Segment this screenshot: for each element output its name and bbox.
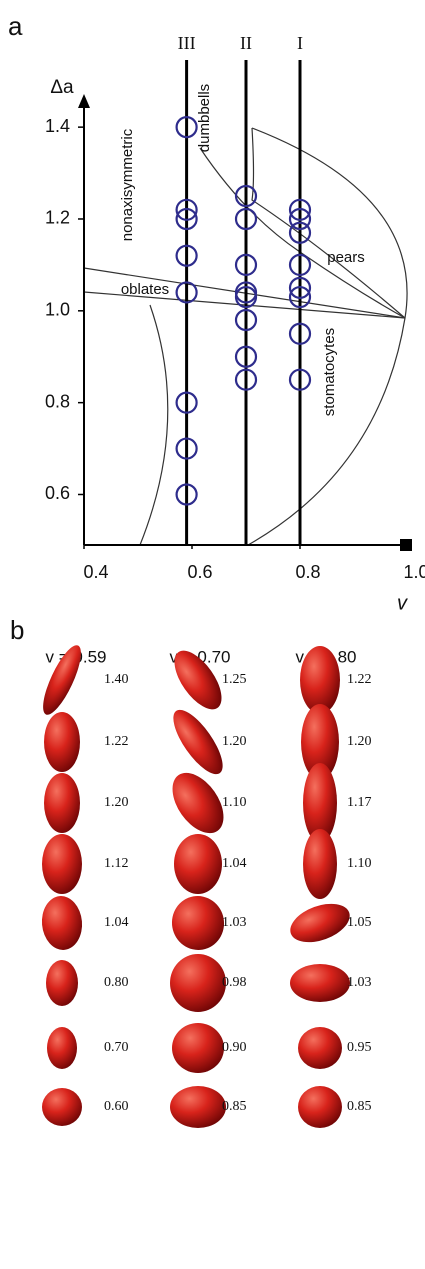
- cell-shape: [172, 772, 224, 834]
- region-label: stomatocytes: [321, 328, 338, 416]
- panel-label: b: [10, 615, 24, 645]
- cell-shape: [303, 763, 337, 843]
- cell-shape: [298, 1027, 342, 1069]
- y-tick-label: 1.0: [45, 300, 70, 320]
- data-point: [288, 198, 312, 221]
- data-point: [175, 244, 198, 267]
- data-point: [175, 281, 198, 304]
- shape-value: 1.22: [347, 672, 372, 687]
- cell-shape: [44, 712, 80, 772]
- data-point: [288, 276, 312, 299]
- x-axis-end: [400, 539, 412, 551]
- region-label: nonaxisymmetric: [119, 128, 136, 241]
- reference-line-label: I: [297, 33, 303, 53]
- reference-line-label: III: [178, 33, 196, 53]
- shape-value: 1.12: [104, 856, 129, 871]
- shape-value: 0.90: [222, 1040, 247, 1055]
- data-point: [288, 207, 312, 231]
- phase-boundaries: [83, 127, 408, 546]
- data-point: [288, 285, 312, 309]
- cell-shape: [42, 1088, 82, 1126]
- cell-shape: [301, 704, 339, 780]
- data-point: [288, 322, 312, 345]
- x-tick-label: 0.6: [187, 562, 212, 582]
- y-axis-label: Δa: [50, 77, 74, 98]
- data-point: [288, 221, 312, 244]
- x-tick-label: 0.4: [83, 562, 108, 582]
- shape-value: 0.85: [347, 1099, 372, 1114]
- cell-shape: [41, 896, 83, 950]
- x-tick-label: 0.8: [295, 562, 320, 582]
- y-tick-label: 0.6: [45, 483, 70, 503]
- region-label: dumbbells: [196, 84, 213, 152]
- shape-value: 1.17: [347, 795, 372, 810]
- cell-shape: [44, 773, 80, 833]
- shape-value: 1.20: [347, 734, 372, 749]
- cell-shape: [303, 829, 337, 899]
- data-point: [234, 184, 258, 208]
- shape-value: 0.98: [222, 975, 247, 990]
- data-point: [288, 368, 312, 391]
- region-label: oblates: [121, 281, 169, 298]
- shape-value: 0.80: [104, 975, 129, 990]
- data-point: [234, 345, 258, 368]
- data-point: [288, 253, 312, 276]
- shape-value: 1.10: [222, 795, 247, 810]
- shape-value: 1.04: [222, 856, 247, 871]
- shape-value: 1.10: [347, 856, 372, 871]
- cell-shape: [46, 960, 78, 1006]
- data-point: [175, 116, 198, 139]
- data-point: [234, 308, 258, 332]
- shape-value: 1.20: [104, 795, 129, 810]
- shape-value: 1.40: [104, 672, 129, 687]
- x-tick-label: 1.0: [403, 562, 425, 582]
- cell-shape: [173, 709, 223, 775]
- shape-value: 0.70: [104, 1040, 129, 1055]
- cell-shape: [43, 645, 81, 715]
- shape-value: 1.03: [222, 915, 247, 930]
- cell-shape: [290, 903, 350, 943]
- cell-shape: [47, 1027, 77, 1069]
- region-label: pears: [327, 249, 365, 266]
- shape-value: 1.04: [104, 915, 129, 930]
- data-point: [234, 253, 258, 276]
- cell-shape: [171, 896, 225, 950]
- cell-shape: [170, 954, 226, 1012]
- cell-shape: [290, 964, 350, 1002]
- shape-value: 1.20: [222, 734, 247, 749]
- reference-line-label: II: [240, 33, 252, 53]
- data-point: [175, 207, 198, 231]
- y-tick-label: 1.4: [45, 116, 70, 136]
- data-point: [175, 198, 198, 221]
- cell-shape: [174, 834, 222, 894]
- cell-shape: [300, 646, 340, 714]
- shape-value: 0.60: [104, 1099, 129, 1114]
- data-point: [234, 285, 258, 309]
- shape-value: 1.05: [347, 915, 372, 930]
- data-point: [175, 483, 198, 506]
- data-point: [175, 391, 198, 414]
- cell-shape: [42, 834, 82, 894]
- shape-value: 1.22: [104, 734, 129, 749]
- cell-shape: [172, 1023, 224, 1073]
- shape-value: 0.95: [347, 1040, 372, 1055]
- y-tick-label: 0.8: [45, 391, 70, 411]
- y-tick-label: 1.2: [45, 208, 70, 228]
- data-point: [234, 207, 258, 231]
- data-point: [175, 437, 198, 460]
- panel-label: a: [8, 11, 23, 41]
- cell-shape: [174, 650, 222, 710]
- data-point: [234, 368, 258, 391]
- cell-shape: [170, 1086, 226, 1128]
- y-axis-arrow: [78, 94, 90, 108]
- shape-value: 1.03: [347, 975, 372, 990]
- cell-shape: [298, 1086, 342, 1128]
- shape-value: 1.25: [222, 672, 247, 687]
- x-axis-label: v: [397, 592, 408, 614]
- shape-value: 0.85: [222, 1099, 247, 1114]
